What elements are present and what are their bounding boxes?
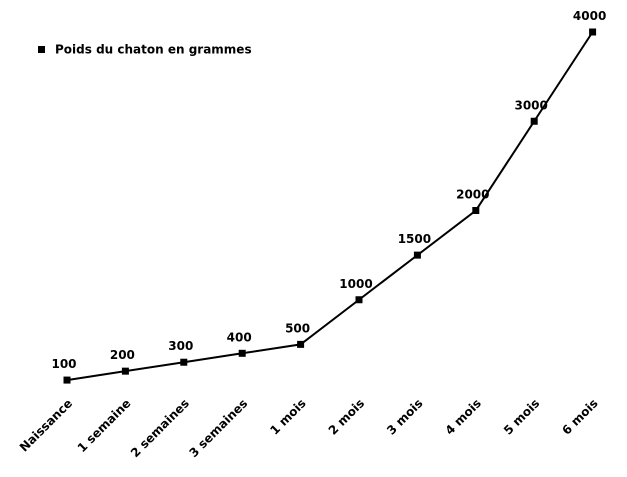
point <box>355 296 363 304</box>
x-tick-label: 3 semaines <box>186 396 250 460</box>
data-label: 1500 <box>398 232 431 246</box>
point <box>238 349 246 357</box>
x-tick-label: 1 mois <box>267 396 308 437</box>
point <box>180 358 188 366</box>
legend-label: Poids du chaton en grammes <box>55 43 252 57</box>
point <box>530 117 538 125</box>
x-tick-label: 1 semaine <box>75 396 134 455</box>
data-label: 500 <box>285 321 310 335</box>
point <box>413 251 421 259</box>
line <box>66 31 594 382</box>
point <box>63 376 71 384</box>
x-tick-label: 6 mois <box>559 396 600 437</box>
point <box>121 367 129 375</box>
point <box>589 28 597 36</box>
x-tick-label: 4 mois <box>443 396 484 437</box>
data-label: 2000 <box>456 188 489 202</box>
data-label: 4000 <box>573 9 606 23</box>
data-label: 1000 <box>339 277 372 291</box>
x-tick-label: 2 semaines <box>128 396 192 460</box>
data-label: 300 <box>168 339 193 353</box>
x-tick-label: 5 mois <box>501 396 542 437</box>
legend-marker <box>38 46 45 53</box>
point <box>472 207 480 214</box>
data-label: 100 <box>51 357 76 371</box>
point <box>297 340 305 348</box>
data-label: 400 <box>227 330 252 344</box>
data-label: 200 <box>110 348 135 362</box>
x-tick-label: 2 mois <box>326 396 367 437</box>
x-tick-label: Naissance <box>17 396 75 454</box>
data-label: 3000 <box>514 98 547 112</box>
x-tick-label: 3 mois <box>384 396 425 437</box>
